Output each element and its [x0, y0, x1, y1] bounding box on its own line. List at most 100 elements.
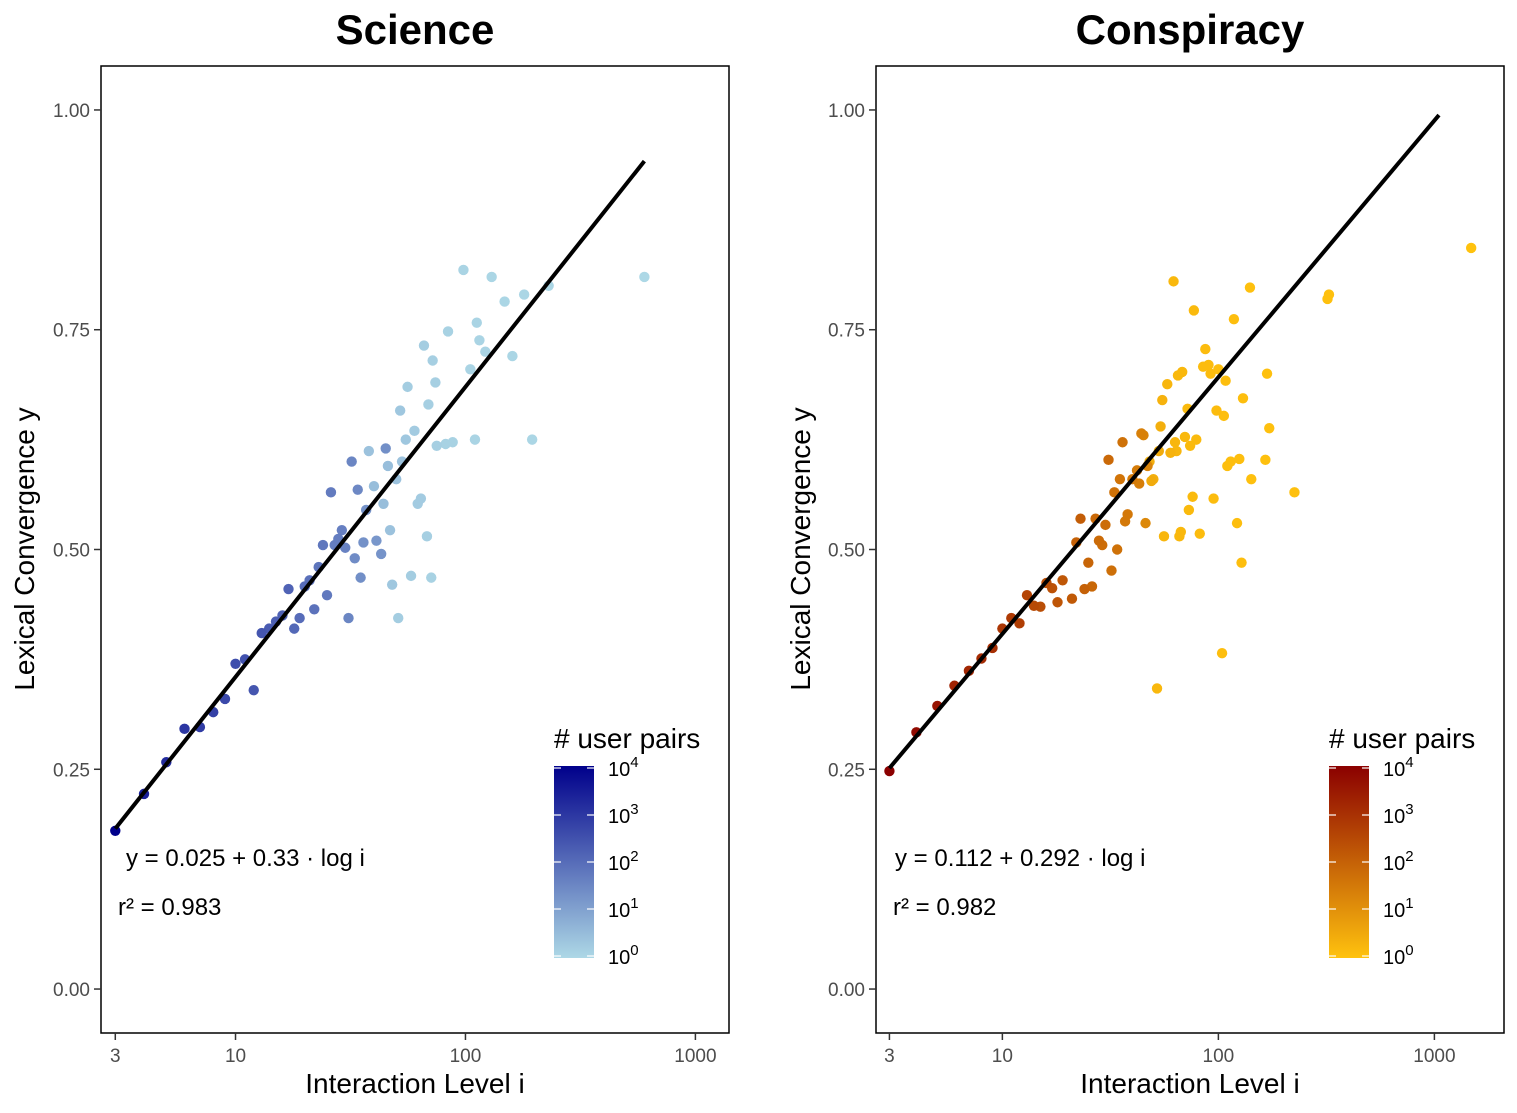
- data-point: [1162, 379, 1173, 390]
- data-point: [380, 443, 391, 454]
- x-tick-label: 1000: [674, 1046, 716, 1067]
- data-point: [1231, 517, 1243, 529]
- data-point: [230, 658, 241, 669]
- y-axis-title: Lexical Convergence y: [9, 407, 40, 690]
- data-point: [1177, 366, 1188, 378]
- x-tick-label: 3: [110, 1046, 121, 1067]
- y-tick-label: 0.75: [828, 321, 865, 342]
- data-point: [409, 425, 420, 437]
- data-point: [1289, 487, 1300, 498]
- data-point: [480, 346, 491, 357]
- legend-tick-label: 103: [608, 801, 639, 828]
- legend-tick-label: 101: [608, 895, 639, 922]
- data-point: [1187, 491, 1198, 502]
- data-point: [1122, 509, 1133, 520]
- data-point: [394, 405, 406, 416]
- equation-label: y = 0.025 + 0.33 · log i: [126, 845, 365, 872]
- data-point: [371, 535, 382, 546]
- data-point: [1183, 504, 1195, 516]
- data-point: [499, 296, 510, 307]
- data-point: [1179, 431, 1191, 443]
- legend-tick-label: 101: [1383, 895, 1414, 922]
- data-point: [442, 326, 454, 337]
- data-point: [1157, 394, 1168, 406]
- data-point: [343, 612, 354, 624]
- data-point: [1264, 422, 1275, 434]
- data-point: [1093, 535, 1105, 546]
- legend: # user pairs 104 103 102 101 100: [554, 723, 700, 969]
- data-point: [458, 264, 469, 276]
- data-point: [336, 524, 348, 536]
- x-tick-label: 10: [992, 1046, 1013, 1067]
- chart-title: Science: [336, 6, 495, 53]
- data-point: [355, 572, 366, 583]
- data-point: [1225, 456, 1236, 467]
- data-point: [1228, 313, 1240, 325]
- data-point: [1216, 648, 1228, 659]
- data-point: [507, 350, 518, 362]
- data-point: [1052, 597, 1063, 608]
- data-point: [447, 437, 458, 448]
- data-point: [179, 723, 190, 735]
- data-point: [1111, 544, 1123, 555]
- legend-tick-label: 102: [1383, 848, 1414, 875]
- y-tick-label: 0.75: [53, 321, 90, 342]
- data-point: [1165, 447, 1176, 458]
- data-point: [1205, 368, 1216, 379]
- legend-title: # user pairs: [554, 723, 700, 754]
- y-axis-title: Lexical Convergence y: [785, 407, 816, 690]
- legend-title: # user pairs: [1329, 723, 1475, 754]
- equation-label: y = 0.112 + 0.292 · log i: [895, 845, 1145, 872]
- science-panel: Science 3 10 100 1000 0.00 0.25 0.50 0.75 1.00 y…: [9, 6, 730, 1099]
- data-point: [1194, 528, 1205, 539]
- data-point: [1114, 473, 1126, 485]
- r2-label: r² = 0.983: [118, 894, 221, 921]
- data-point: [1083, 557, 1094, 568]
- x-axis-title: Interaction Level i: [1080, 1068, 1299, 1099]
- y-tick-label: 0.25: [828, 760, 865, 781]
- data-point: [352, 484, 363, 495]
- data-point: [289, 623, 300, 634]
- data-point: [1200, 343, 1211, 355]
- data-points: [884, 242, 1477, 777]
- legend-ticks: 104 103 102 101 100: [554, 754, 639, 969]
- data-point: [423, 399, 434, 410]
- data-point: [378, 498, 389, 509]
- data-point: [321, 590, 333, 601]
- data-point: [1175, 526, 1187, 538]
- data-point: [418, 340, 430, 351]
- data-point: [1261, 368, 1273, 379]
- legend-tick-label: 102: [608, 848, 639, 875]
- data-point: [402, 381, 413, 393]
- legend-ticks: 104 103 102 101 100: [1329, 754, 1414, 969]
- plot-frame: [100, 65, 730, 1034]
- data-point: [283, 583, 294, 595]
- data-point: [1100, 519, 1111, 531]
- data-point: [405, 570, 417, 582]
- data-point: [400, 434, 411, 445]
- x-tick-label: 10: [225, 1046, 246, 1067]
- data-point: [1140, 517, 1151, 529]
- data-point: [317, 539, 329, 551]
- x-tick-label: 3: [884, 1046, 895, 1067]
- data-point: [1236, 557, 1247, 568]
- data-point: [1146, 475, 1157, 487]
- data-point: [386, 579, 398, 590]
- data-point: [431, 440, 442, 451]
- data-point: [1169, 437, 1181, 448]
- data-point: [1155, 421, 1166, 432]
- data-point: [294, 612, 305, 624]
- data-point: [358, 537, 369, 548]
- data-point: [1158, 531, 1170, 542]
- data-point: [363, 445, 375, 457]
- data-point: [1136, 428, 1147, 439]
- data-points: [110, 264, 650, 837]
- data-point: [1028, 600, 1040, 611]
- data-point: [486, 271, 497, 283]
- legend-tick-label: 103: [1383, 801, 1414, 828]
- x-tick-label: 100: [1203, 1046, 1235, 1067]
- data-point: [248, 684, 259, 696]
- data-point: [1203, 359, 1214, 371]
- regression-line: [113, 159, 646, 830]
- data-point: [393, 612, 404, 624]
